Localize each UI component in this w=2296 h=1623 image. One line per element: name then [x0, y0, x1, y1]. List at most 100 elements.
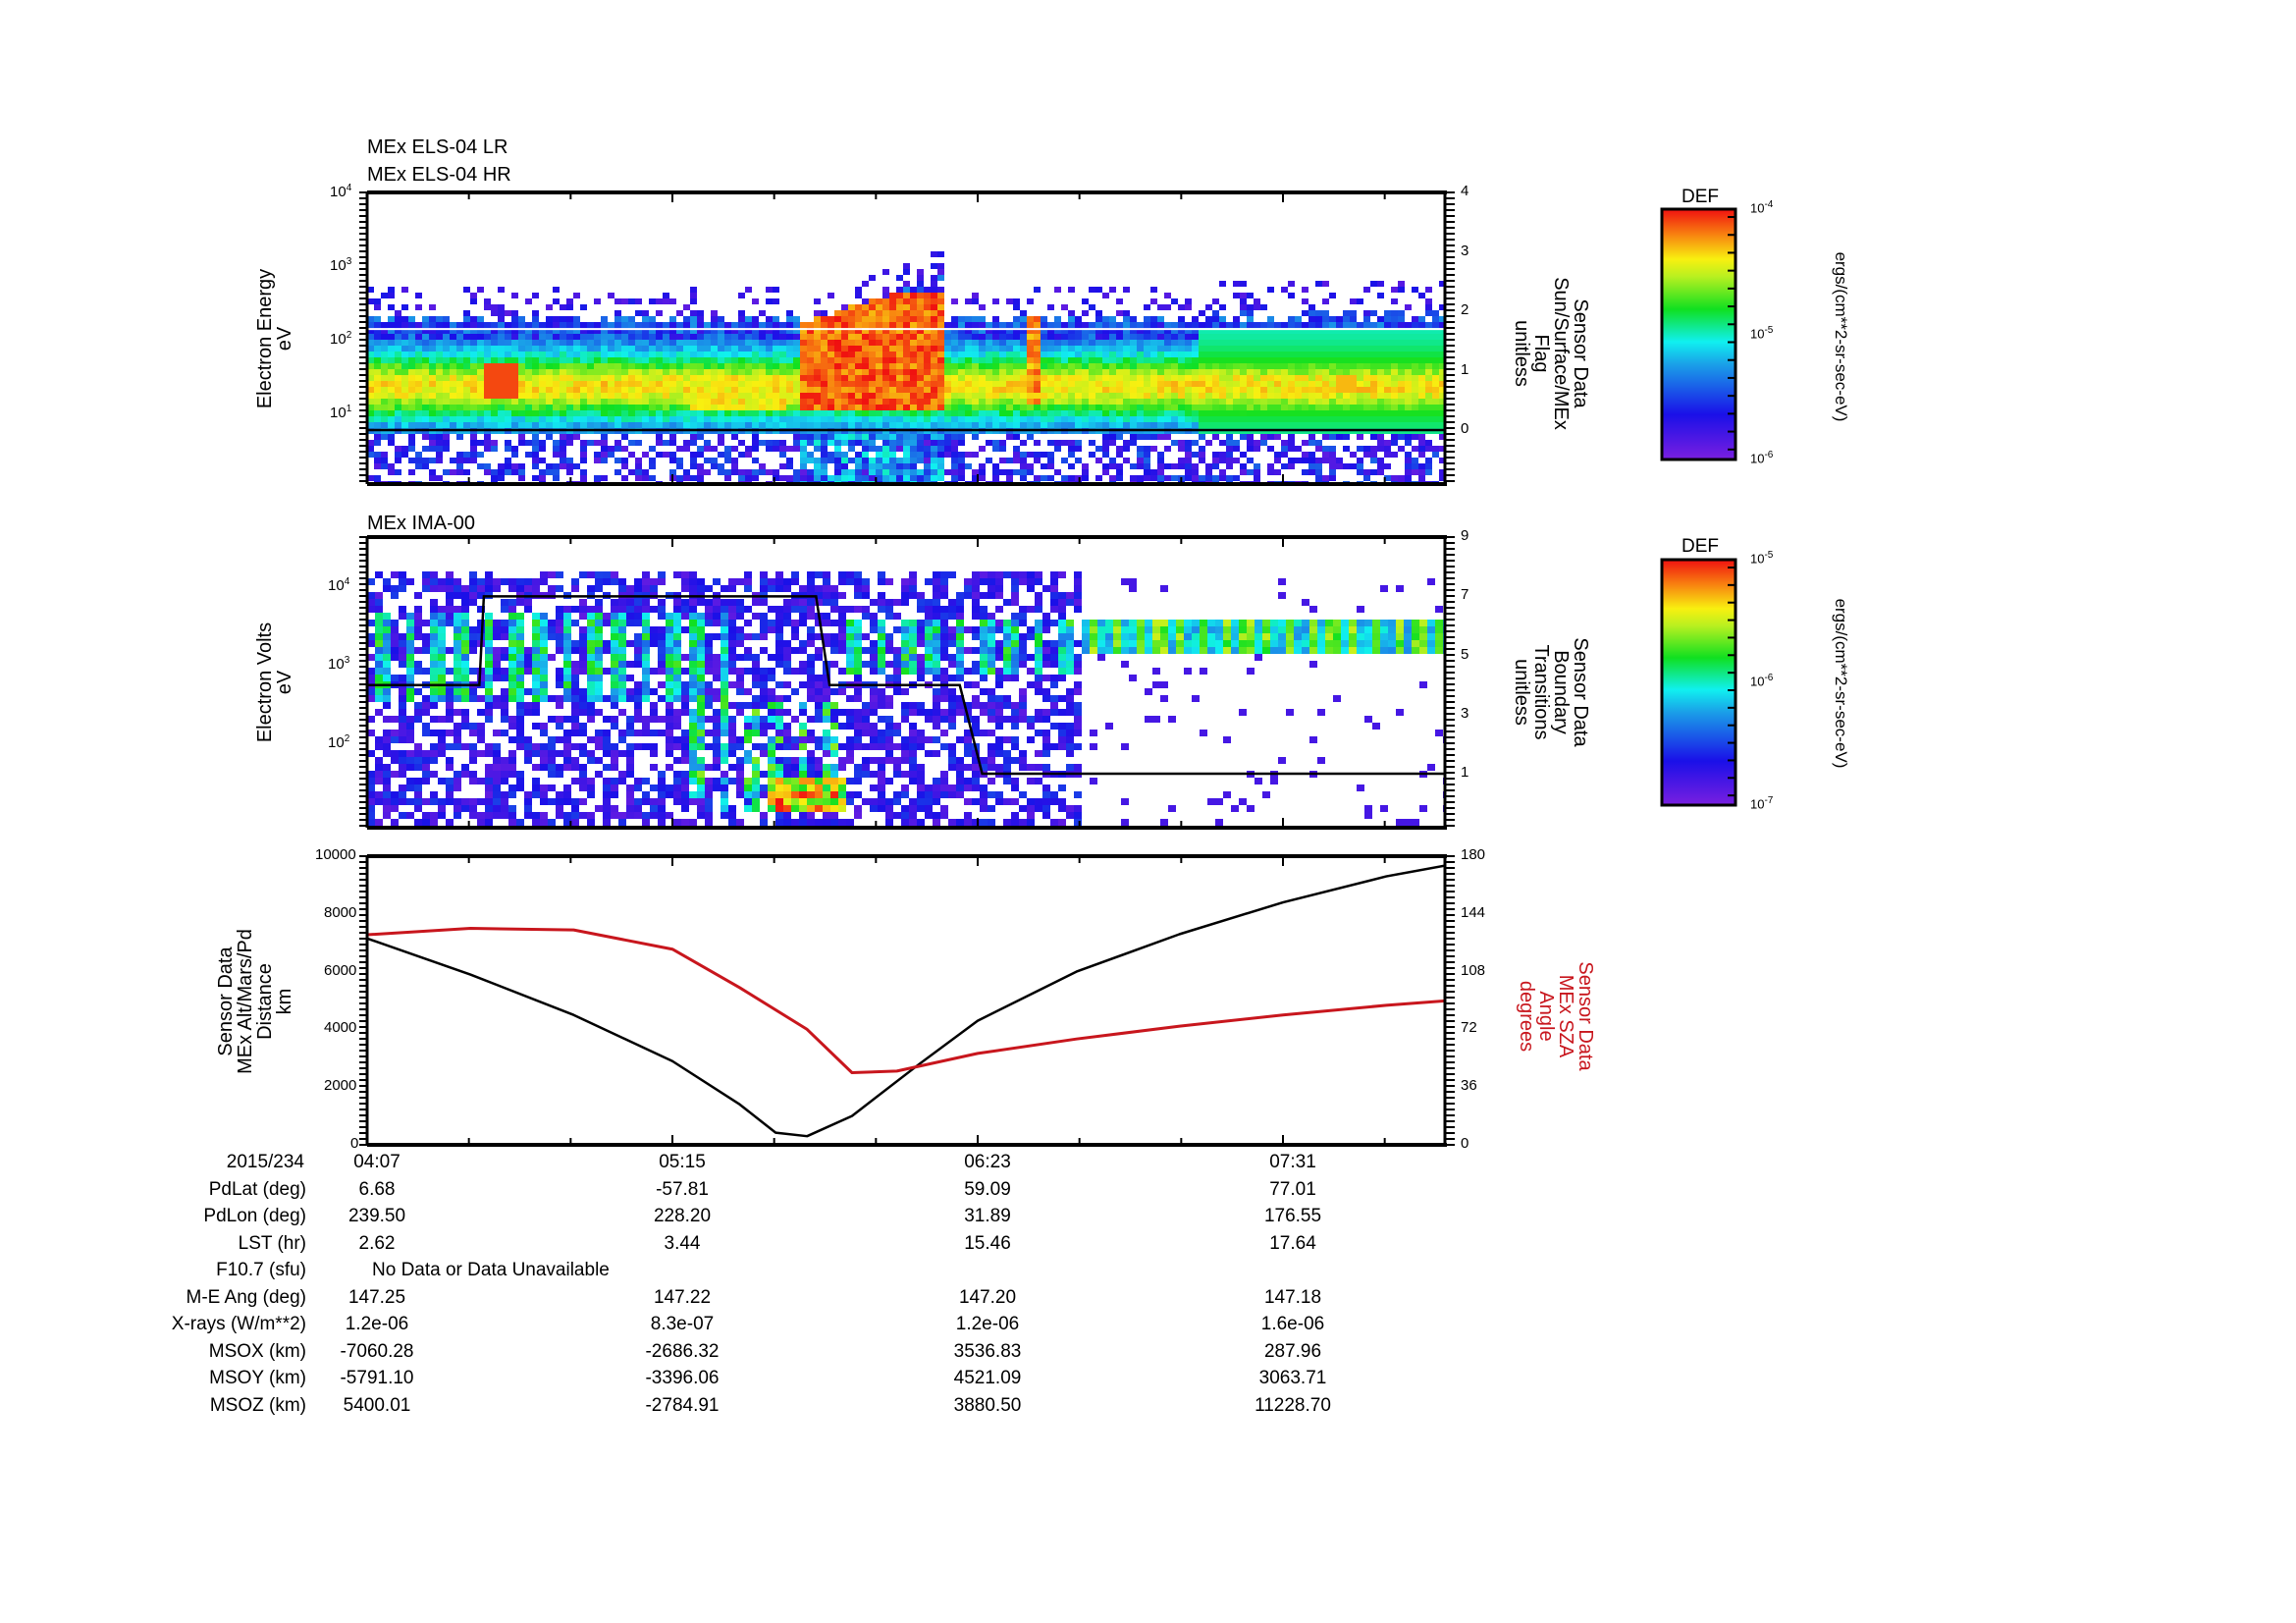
ephemeris-value: 228.20	[653, 1206, 712, 1226]
ephemeris-value: 4521.09	[953, 1368, 1022, 1388]
colorbar-2-units: ergs/(cm**2-sr-sec-eV)	[1832, 598, 1850, 769]
alt-right-axis-label: Sensor Data MEx SZA Angle degrees	[1516, 961, 1596, 1071]
ephemeris-value: 59.09	[964, 1178, 1011, 1200]
ephemeris-span-text: No Data or Data Unavailable	[372, 1260, 610, 1280]
colorbar-tick-label: 10-7	[1750, 795, 1774, 812]
tick-label: 2000	[324, 1077, 357, 1095]
tick-label: 144	[1461, 903, 1486, 921]
els-title-line-1: MEx ELS-04 LR	[367, 136, 508, 158]
tick-label: 102	[328, 733, 350, 751]
ephemeris-row-label: LST (hr)	[238, 1232, 306, 1254]
ephemeris-value: 1.2e-06	[345, 1314, 409, 1334]
ephemeris-value: 1.2e-06	[955, 1314, 1020, 1334]
colorbar-1-units: ergs/(cm**2-sr-sec-eV)	[1832, 251, 1850, 422]
ephemeris-value: 147.25	[347, 1286, 406, 1308]
ephemeris-value: -57.81	[656, 1178, 709, 1200]
ephemeris-value: 239.50	[347, 1206, 406, 1226]
ephemeris-time: 04:07	[353, 1152, 400, 1172]
ima-left-axis-label: Electron Volts eV	[254, 622, 295, 743]
ephemeris-value: -2784.91	[645, 1394, 720, 1416]
ephemeris-value: 2.62	[358, 1232, 396, 1254]
tick-label: 36	[1461, 1077, 1477, 1095]
tick-label: 104	[330, 183, 352, 200]
colorbar-1-title: DEF	[1682, 187, 1719, 207]
colorbar-tick-label: 10-6	[1750, 450, 1774, 466]
colorbar-els	[1660, 207, 1737, 461]
ephemeris-value: 3063.71	[1258, 1368, 1327, 1388]
ima-spectrogram	[367, 571, 1445, 828]
ephemeris-value: -5791.10	[340, 1368, 414, 1388]
colorbar-tick-label: 10-4	[1750, 199, 1774, 216]
ephemeris-row-label: MSOX (km)	[208, 1340, 306, 1362]
tick-label: 104	[328, 576, 350, 594]
tick-label: 0	[350, 1135, 359, 1152]
ima-title: MEx IMA-00	[367, 513, 476, 534]
ephemeris-value: 3536.83	[953, 1340, 1022, 1362]
ephemeris-row-label: PdLat (deg)	[208, 1178, 306, 1200]
tick-label: 5	[1461, 645, 1469, 663]
colorbar-ticks	[1728, 216, 1735, 797]
ephemeris-row-label: MSOZ (km)	[209, 1394, 306, 1416]
ephemeris-time: 06:23	[964, 1152, 1011, 1172]
colorbar-tick-label: 10-6	[1750, 673, 1774, 689]
tick-label: 3	[1461, 704, 1469, 722]
ephemeris-row-label: M-E Ang (deg)	[186, 1286, 307, 1308]
tick-label: 9	[1461, 527, 1469, 545]
els-title-line-2: MEx ELS-04 HR	[367, 164, 511, 186]
els-right-axis-label: Sensor Data Sun/Surface/MEx Flag unitless	[1511, 277, 1591, 430]
colorbar-tick-label: 10-5	[1750, 550, 1774, 567]
ephemeris-value: 3880.50	[953, 1394, 1022, 1416]
ephemeris-value: -2686.32	[645, 1340, 720, 1362]
ephemeris-value: 77.01	[1269, 1178, 1316, 1200]
tick-label: 1	[1461, 764, 1469, 781]
tick-label: 103	[330, 256, 352, 274]
ephemeris-value: 176.55	[1263, 1206, 1322, 1226]
ephemeris-row-label: PdLon (deg)	[203, 1206, 306, 1226]
ephemeris-value: 147.22	[653, 1286, 712, 1308]
ephemeris-row-label: F10.7 (sfu)	[216, 1260, 306, 1280]
tick-label: 0	[1461, 1135, 1469, 1152]
ephemeris-date-label: 2015/234	[226, 1152, 304, 1172]
tick-label: 4	[1461, 183, 1469, 199]
ephemeris-value: 6.68	[358, 1178, 396, 1200]
colorbar-2-title: DEF	[1682, 536, 1719, 557]
ephemeris-value: 5400.01	[343, 1394, 411, 1416]
tick-label: 10000	[315, 846, 356, 863]
ephemeris-value: 3.44	[664, 1232, 701, 1254]
tick-label: 0	[1461, 420, 1469, 437]
tick-label: 2	[1461, 301, 1469, 318]
ephemeris-value: 147.18	[1263, 1286, 1322, 1308]
colorbar-tick-label: 10-5	[1750, 324, 1774, 341]
tick-label: 101	[330, 404, 352, 421]
ephemeris-time: 07:31	[1269, 1152, 1316, 1172]
ephemeris-value: -7060.28	[340, 1340, 414, 1362]
tick-label: 72	[1461, 1019, 1477, 1037]
axes-frames	[359, 190, 1455, 1147]
ephemeris-value: 1.6e-06	[1260, 1314, 1325, 1334]
ephemeris-row-label: X-rays (W/m**2)	[171, 1314, 306, 1334]
tick-label: 6000	[324, 961, 357, 979]
ephemeris-value: 17.64	[1269, 1232, 1316, 1254]
ephemeris-value: 287.96	[1263, 1340, 1322, 1362]
ephemeris-value: 8.3e-07	[650, 1314, 715, 1334]
tick-label: 8000	[324, 903, 357, 921]
ephemeris-time: 05:15	[659, 1152, 706, 1172]
colorbar-ima	[1660, 558, 1737, 807]
tick-label: 108	[1461, 961, 1486, 979]
tick-label: 7	[1461, 586, 1469, 604]
tick-label: 1	[1461, 360, 1469, 378]
els-spectrogram	[367, 251, 1445, 484]
ephemeris-value: -3396.06	[645, 1368, 720, 1388]
alt-left-axis-label: Sensor Data MEx Alt/Mars/Pd Distance km	[215, 929, 295, 1074]
ima-right-axis-label: Sensor Data Boundary Transitions unitless	[1511, 637, 1591, 747]
altitude-sza-lines	[367, 864, 1445, 1138]
tick-label: 3	[1461, 242, 1469, 259]
tick-label: 180	[1461, 846, 1486, 863]
tick-label: 103	[328, 655, 350, 673]
tick-label: 102	[330, 330, 352, 348]
tick-label: 4000	[324, 1019, 357, 1037]
ephemeris-value: 11228.70	[1255, 1394, 1331, 1416]
ephemeris-value: 31.89	[964, 1206, 1011, 1226]
ephemeris-value: 15.46	[964, 1232, 1011, 1254]
